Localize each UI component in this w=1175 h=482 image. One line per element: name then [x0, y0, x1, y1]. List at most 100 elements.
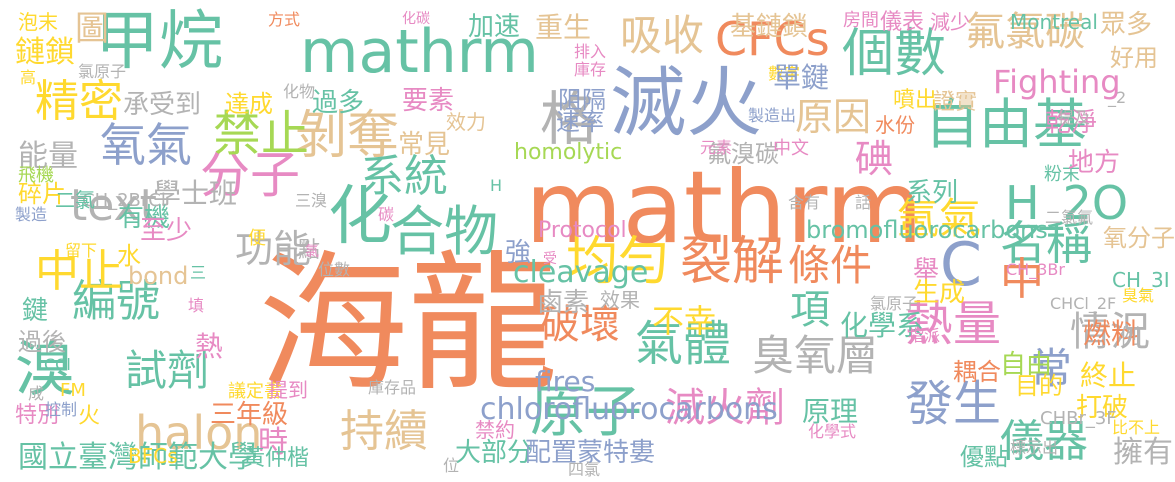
cloud-word: 三溴	[295, 191, 328, 210]
cloud-word: 優點	[960, 443, 1008, 471]
cloud-word: 高	[20, 68, 37, 87]
cloud-word: 精密	[35, 76, 123, 127]
cloud-word: 指派	[908, 326, 941, 345]
cloud-word: 承受到	[123, 90, 202, 120]
cloud-word: 噴出	[893, 88, 938, 113]
cloud-word: 例	[1120, 324, 1140, 348]
cloud-word: 提及	[1058, 108, 1091, 127]
cloud-word: 庫存品	[368, 378, 417, 397]
cloud-word: 排入	[574, 42, 607, 61]
cloud-word: _2	[1108, 88, 1127, 107]
cloud-word: 乾淨	[1045, 108, 1098, 138]
cloud-word: 甲烷	[95, 5, 223, 79]
cloud-word: 證實	[933, 90, 978, 115]
cloud-word: 三	[190, 263, 207, 282]
cloud-word: 儀表	[880, 10, 925, 35]
cloud-word: 試劑	[125, 346, 210, 395]
cloud-word: 重生	[535, 11, 592, 44]
cloud-word: BFCs	[128, 444, 178, 468]
cloud-word: 氟溴碳	[707, 140, 779, 168]
cloud-word: CH_3I	[1112, 268, 1170, 292]
cloud-word: 裂解	[680, 232, 785, 292]
cloud-word: 四氯	[568, 460, 601, 479]
cloud-word: 氯	[305, 244, 319, 260]
cloud-word: 系列	[906, 178, 959, 208]
cloud-word: 效果	[600, 288, 640, 312]
cloud-word: text	[70, 180, 157, 231]
cloud-word: 舉	[913, 256, 940, 286]
cloud-word: 名稱	[1000, 216, 1092, 270]
cloud-word: 控制	[45, 400, 78, 419]
cloud-word: 庫存	[574, 60, 607, 79]
cloud-word: 項	[790, 287, 830, 333]
cloud-word: H_2O	[1005, 176, 1129, 230]
cloud-word: 單鍵	[773, 61, 830, 94]
cloud-word: 強	[505, 238, 532, 268]
cloud-word: CHCl_2F	[1050, 294, 1117, 313]
cloud-word: 目的	[1015, 372, 1063, 400]
cloud-word: 海龍	[258, 238, 559, 412]
cloud-word: 功能	[235, 227, 312, 271]
cloud-word: 破壞	[540, 302, 620, 348]
cloud-word: 個數	[842, 24, 947, 84]
cloud-word: C	[940, 230, 982, 300]
cloud-word: cleavage	[513, 255, 649, 290]
cloud-word: mathrm	[300, 17, 539, 87]
cloud-word: halon	[135, 406, 263, 460]
cloud-word: 特別	[15, 403, 60, 428]
cloud-word: 一點	[276, 238, 321, 263]
cloud-word: 時	[258, 425, 288, 460]
cloud-word: 熱量	[905, 296, 1002, 352]
cloud-word: CH_2BrCl	[82, 190, 166, 211]
cloud-word: 至少	[140, 216, 193, 246]
cloud-word: 房間	[843, 10, 879, 31]
cloud-word: 熱	[195, 330, 224, 363]
cloud-word: 配置蒙特婁	[525, 438, 656, 468]
cloud-word: 三年級	[210, 400, 289, 430]
cloud-word: 均勻	[566, 232, 671, 292]
cloud-word: 溴	[15, 335, 75, 405]
cloud-word: 中文	[773, 138, 809, 159]
cloud-word: 化學系	[840, 309, 925, 342]
cloud-word: 國立臺灣師範大學	[18, 440, 258, 475]
cloud-word: 擁有	[1113, 435, 1173, 470]
cloud-word: 過後	[18, 328, 66, 356]
cloud-word: 成	[28, 384, 45, 403]
cloud-word: 合物	[390, 200, 498, 263]
cloud-word: 過多	[312, 88, 365, 118]
cloud-word: 化	[328, 180, 392, 254]
cloud-word: 常	[1030, 344, 1073, 393]
cloud-word: 水	[117, 242, 141, 270]
cloud-word: 學士班	[153, 177, 238, 210]
cloud-word: 鏈鎖	[15, 35, 75, 70]
cloud-word: 中	[1000, 254, 1044, 305]
cloud-word: 阻隔	[558, 86, 606, 114]
cloud-word: 二氯	[55, 188, 95, 212]
cloud-word: bromofluorocarbons	[806, 216, 1048, 244]
cloud-word: 粉末	[1044, 164, 1080, 185]
cloud-word: chlorofluorocarbons	[480, 392, 778, 427]
cloud-word: 數字	[768, 64, 801, 83]
cloud-word: 比不上	[1112, 418, 1161, 437]
cloud-word: H	[490, 176, 503, 195]
cloud-word: 速率	[556, 108, 604, 136]
cloud-word: fires	[535, 365, 596, 398]
cloud-word: 終止	[1080, 359, 1137, 392]
cloud-word: 飛機	[18, 165, 54, 186]
cloud-word: 原理	[802, 395, 859, 428]
cloud-word: 提到	[268, 378, 308, 402]
cloud-word: 受	[543, 251, 557, 267]
cloud-word: bond	[128, 262, 189, 290]
cloud-word: 自由基	[925, 93, 1087, 156]
cloud-word: 含有	[788, 193, 821, 212]
cloud-word: 氣體	[635, 316, 732, 372]
cloud-word: 標示出	[1010, 438, 1059, 457]
cloud-word: 常見	[398, 130, 451, 160]
cloud-word: 火	[78, 404, 101, 429]
cloud-word: 滅火劑	[665, 385, 785, 431]
cloud-word: 化學式	[808, 422, 857, 441]
cloud-word: 臭氣	[1122, 286, 1155, 305]
cloud-word: 原子	[530, 380, 642, 445]
cloud-word: 圖	[75, 9, 109, 49]
